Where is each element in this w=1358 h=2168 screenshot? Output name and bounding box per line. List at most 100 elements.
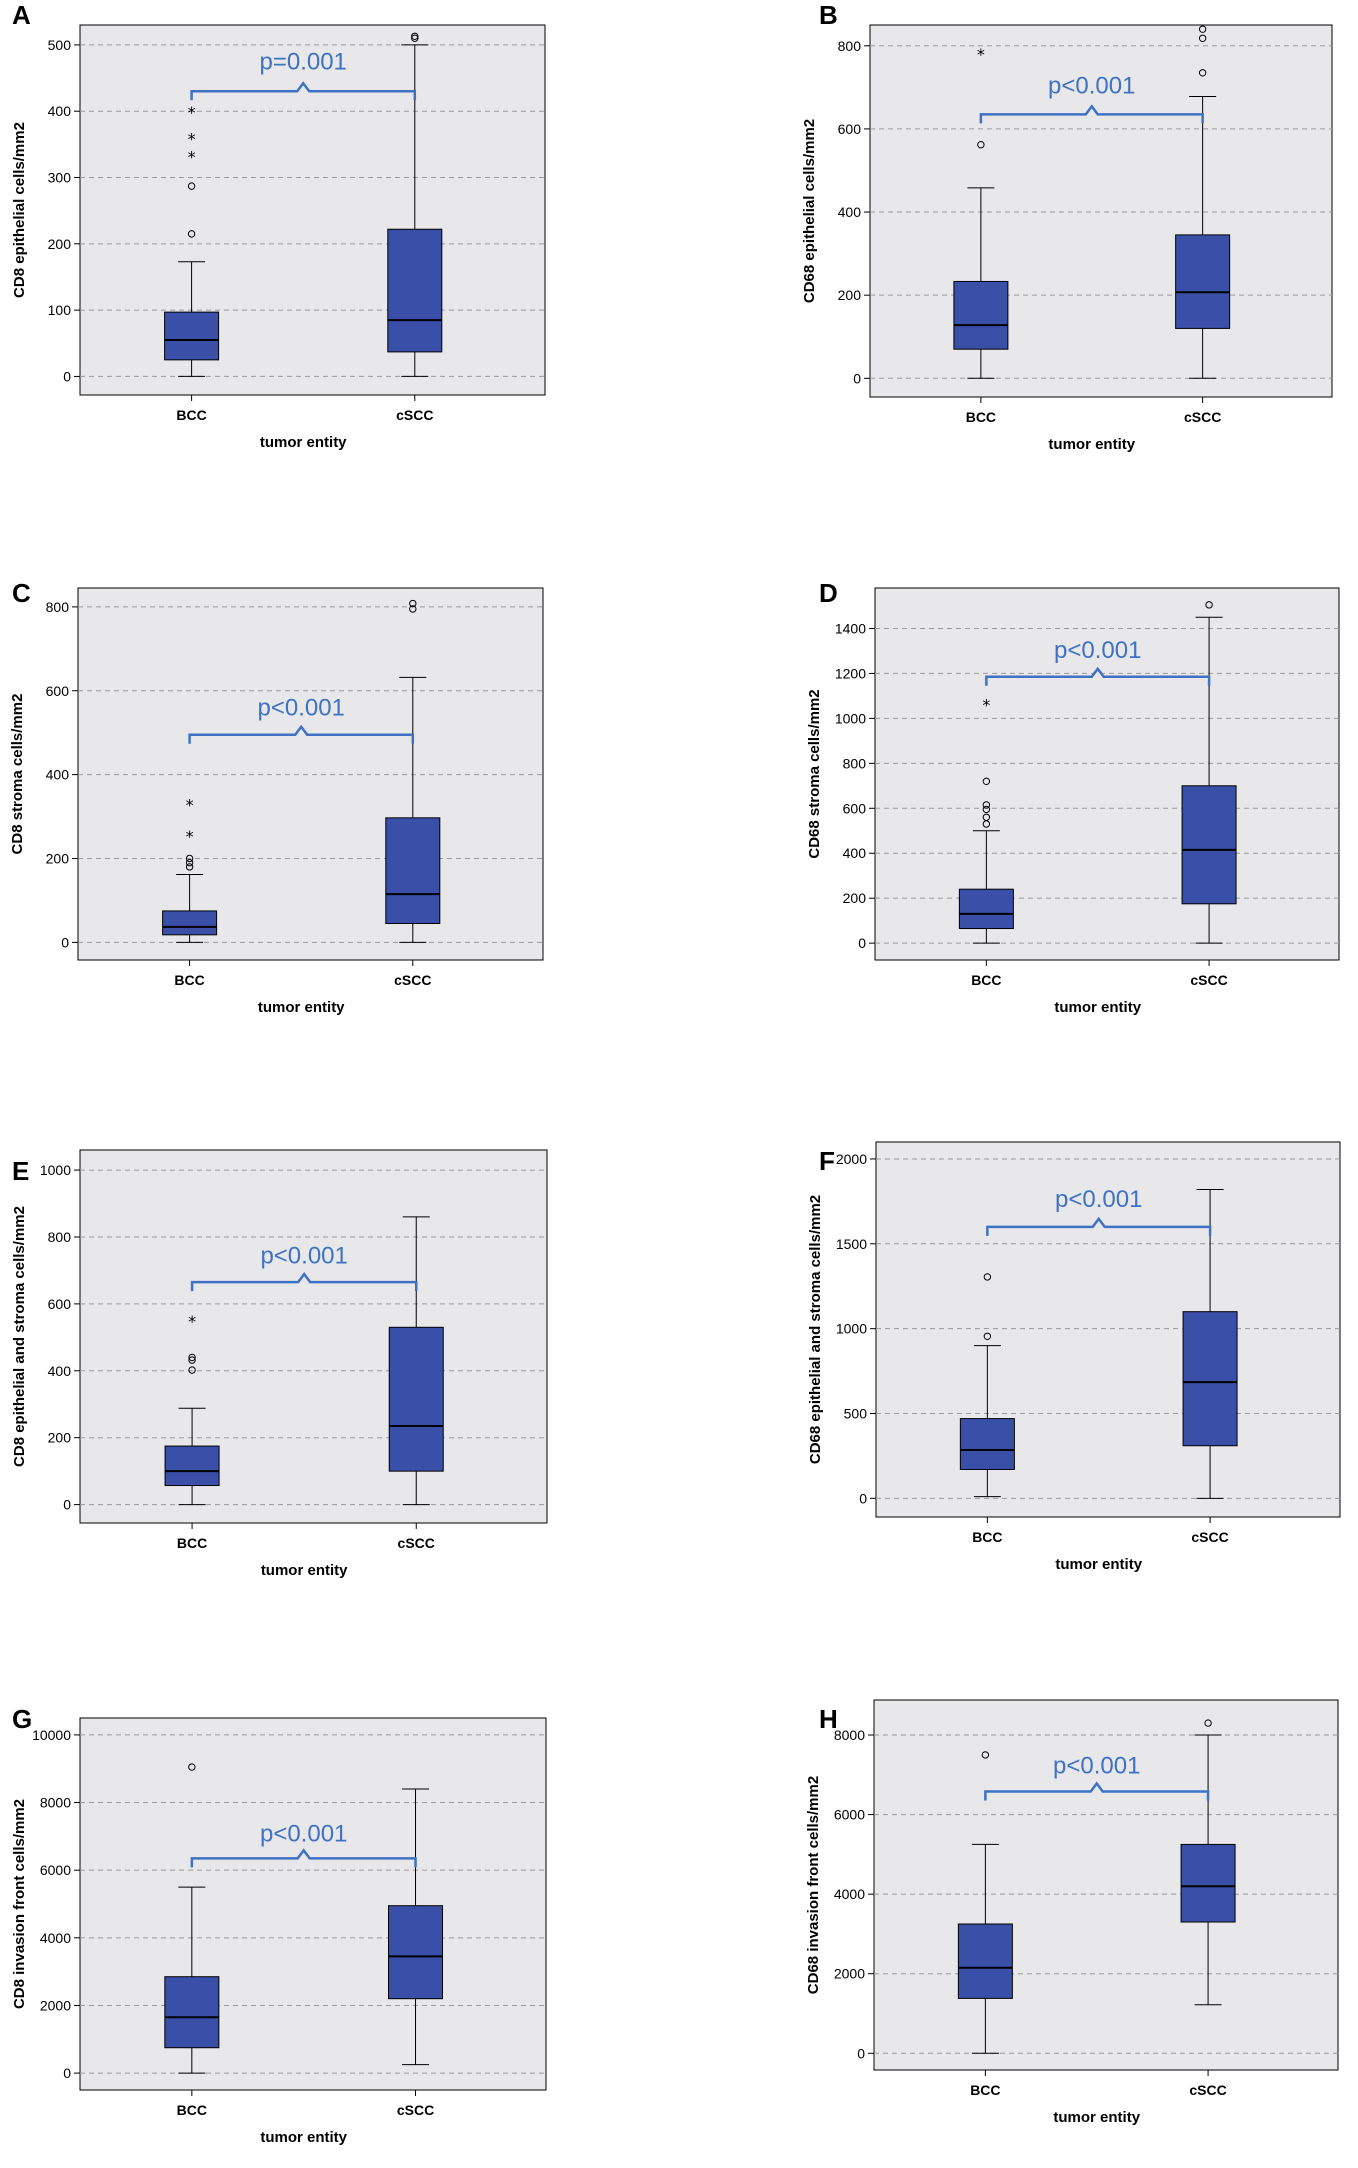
- y-tick-label: 1500: [836, 1236, 867, 1252]
- x-category-label: cSCC: [1184, 409, 1221, 425]
- outlier-circle: [983, 1273, 992, 1281]
- outlier-star: *: [188, 1312, 196, 1331]
- y-tick-label: 0: [61, 934, 69, 950]
- significance-bracket: [190, 1848, 417, 1868]
- box-iqr: [1175, 234, 1231, 329]
- y-axis-title: CD8 epithelial cells/mm2: [11, 122, 28, 298]
- y-tick-label: 200: [48, 236, 72, 252]
- significance-bracket: [190, 81, 417, 101]
- chart-svg-g: G 0 2000 4000 6000 8000 10000 BCC cSCC tumor enti…: [11, 1704, 547, 2146]
- p-value-label: p<0.001: [1054, 637, 1141, 664]
- y-tick-label: 0: [63, 2065, 71, 2081]
- box-iqr: [1181, 785, 1237, 905]
- y-tick-label: 200: [48, 1430, 72, 1446]
- y-tick-label: 1000: [40, 1162, 71, 1178]
- y-tick-label: 6000: [40, 1862, 71, 1878]
- outlier-circle: [982, 801, 991, 809]
- y-tick-label: 2000: [836, 1151, 867, 1167]
- x-category-label: BCC: [177, 2102, 207, 2118]
- p-value-label: p<0.001: [260, 1821, 347, 1848]
- x-axis-title: tumor entity: [260, 2129, 347, 2146]
- y-tick-label: 200: [46, 851, 70, 867]
- y-tick-label: 600: [843, 800, 867, 816]
- panel-letter: A: [12, 0, 31, 30]
- panel-letter: G: [12, 1704, 32, 1734]
- box-iqr: [387, 228, 443, 353]
- chart-svg-e: E 0 200 400 600 800 1000 BCC cSCC tumor entity CD8…: [11, 1149, 548, 1579]
- plot-area: [79, 1717, 547, 2091]
- outlier-circle: [981, 1751, 990, 1759]
- chart-svg-b: B 0 200 400 600 800 BCC cSCC tumor entity CD68 ep…: [801, 0, 1333, 453]
- outlier-circle: [1198, 25, 1207, 33]
- x-category-label: cSCC: [398, 1535, 435, 1551]
- box-bcc: [959, 1273, 1015, 1498]
- outlier-circle: [1198, 69, 1207, 77]
- y-tick-label: 500: [48, 37, 72, 53]
- outlier-circle: [977, 141, 985, 149]
- outlier-circle: [1205, 601, 1213, 609]
- chart-svg-c: C 0 200 400 600 800 BCC cSCC tumor entity CD8 str…: [9, 578, 544, 1016]
- box-cscc: [1180, 1719, 1236, 2006]
- p-value-label: p<0.001: [257, 695, 344, 722]
- panel-b: B 0 200 400 600 800 BCC cSCC tumor entity CD68 ep…: [679, 0, 1358, 540]
- panel-d: D 0 200 400 600 800 1000 1200 1400 BCC cSCC tumor e…: [679, 540, 1358, 1080]
- panel-f: F 0 500 1000 1500 2000 BCC cSCC tumor entity CD68…: [679, 1080, 1358, 1620]
- plot-area: [79, 24, 546, 396]
- significance-bracket: [985, 666, 1211, 686]
- box-bcc: [164, 1763, 220, 2074]
- significance-bracket: [190, 1272, 418, 1292]
- p-value-label: p<0.001: [1048, 72, 1135, 99]
- box-bcc: **: [162, 796, 218, 943]
- y-tick-label: 800: [843, 755, 867, 771]
- y-tick-label: 2000: [40, 1997, 71, 2013]
- outlier-circle: [982, 777, 991, 786]
- chart-svg-f: F 0 500 1000 1500 2000 BCC cSCC tumor entity CD68…: [807, 1141, 1341, 1573]
- box-iqr: [953, 280, 1009, 350]
- panel-letter: E: [12, 1156, 29, 1186]
- x-category-label: BCC: [971, 972, 1001, 988]
- outlier-circle: [1198, 34, 1207, 43]
- outlier-circle: [185, 859, 194, 867]
- panel-letter: H: [819, 1704, 838, 1734]
- box-iqr: [1182, 1311, 1238, 1447]
- y-tick-label: 8000: [834, 1727, 865, 1743]
- outlier-circle: [982, 813, 991, 821]
- x-category-label: BCC: [174, 972, 204, 988]
- y-tick-label: 6000: [834, 1807, 865, 1823]
- y-axis-title: CD68 epithelial and stroma cells/mm2: [807, 1195, 824, 1464]
- significance-bracket: [188, 724, 415, 744]
- panel-letter: C: [12, 578, 31, 608]
- plot-area: [873, 1699, 1339, 2071]
- y-tick-label: 200: [843, 890, 867, 906]
- outlier-circle: [983, 1332, 992, 1340]
- outlier-circle: [982, 805, 991, 814]
- box-cscc: [385, 599, 441, 943]
- box-bcc: [957, 1751, 1013, 2054]
- y-tick-label: 800: [838, 38, 862, 54]
- y-tick-label: 2000: [834, 1966, 865, 1982]
- outlier-circle: [188, 1353, 196, 1362]
- significance-bracket: [986, 1216, 1212, 1236]
- y-axis-title: CD8 stroma cells/mm2: [9, 694, 26, 855]
- outlier-circle: [411, 32, 419, 40]
- y-axis-title: CD68 invasion front cells/mm2: [805, 1776, 822, 1994]
- y-tick-label: 800: [48, 1229, 72, 1245]
- y-tick-label: 0: [857, 2045, 865, 2061]
- y-tick-label: 0: [858, 935, 866, 951]
- outlier-circle: [1204, 1719, 1212, 1727]
- x-axis-title: tumor entity: [1048, 436, 1135, 453]
- outlier-circle: [188, 1356, 196, 1364]
- y-tick-label: 400: [838, 204, 862, 220]
- y-tick-label: 100: [48, 302, 72, 318]
- x-axis-title: tumor entity: [258, 999, 345, 1016]
- outlier-star: *: [188, 129, 196, 148]
- outlier-star: *: [188, 103, 196, 122]
- chart-svg-a: A 0 100 200 300 400 500 BCC cSCC tumor entity CD8 …: [11, 0, 546, 451]
- panel-h: H 0 2000 4000 6000 8000 BCC cSCC tumor entity CD6…: [679, 1620, 1358, 2160]
- y-tick-label: 4000: [40, 1930, 71, 1946]
- y-tick-label: 600: [46, 683, 70, 699]
- plot-area: [875, 1141, 1341, 1518]
- x-axis-title: tumor entity: [1055, 1556, 1142, 1573]
- p-value-label: p<0.001: [1055, 1186, 1142, 1213]
- box-bcc: *: [958, 696, 1014, 944]
